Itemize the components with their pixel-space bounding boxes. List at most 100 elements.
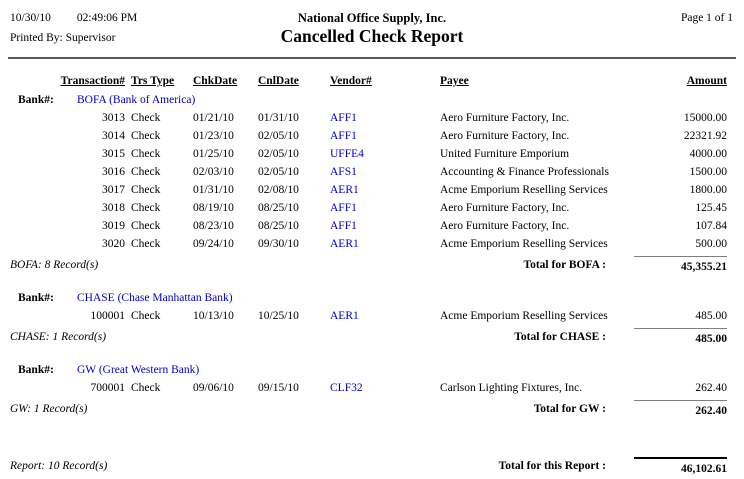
vendor-link[interactable]: AFF1: [330, 130, 357, 142]
transaction-number: 3013: [102, 112, 125, 124]
cnl-date: 02/08/10: [258, 184, 299, 196]
vendor-cell: AFF1: [320, 199, 425, 217]
chk-date: 01/31/10: [193, 184, 234, 196]
payee: Acme Emporium Reselling Services: [440, 238, 608, 250]
vendor-cell: AFF1: [320, 127, 425, 145]
check-row: 3015 Check 01/25/10 02/05/10 UFFE4 Unite…: [10, 145, 727, 163]
check-row: 700001 Check 09/06/10 09/15/10 CLF32 Car…: [10, 379, 728, 397]
bank-total-label: Total for CHASE :: [514, 331, 606, 343]
vendor-link[interactable]: AFF1: [330, 112, 357, 124]
amount: 22321.92: [683, 130, 727, 142]
report-record-count: Report: 10 Record(s): [10, 460, 108, 472]
transaction-number: 3015: [102, 148, 125, 160]
trs-type: Check: [131, 184, 161, 196]
chk-date: 01/25/10: [193, 148, 234, 160]
chk-date: 09/06/10: [193, 382, 234, 394]
amount: 485.00: [695, 310, 727, 322]
col-header-cnl-date: CnlDate: [258, 75, 299, 87]
bank-section: Bank#: CHASE (Chase Manhattan Bank) 10000…: [10, 289, 727, 348]
cnl-date: 02/05/10: [258, 148, 299, 160]
chk-date: 08/19/10: [193, 202, 234, 214]
payee: United Furniture Emporium: [440, 148, 570, 160]
col-header-vendor: Vendor#: [330, 75, 372, 87]
bank-footer-row: CHASE: 1 Record(s) Total for CHASE : 485…: [10, 328, 727, 348]
bank-footer-row: GW: 1 Record(s) Total for GW : 262.40: [10, 400, 727, 420]
trs-type: Check: [131, 382, 161, 394]
check-row: 3016 Check 02/03/10 02/05/10 AFS1 Accoun…: [10, 163, 727, 181]
payee: Aero Furniture Factory, Inc.: [440, 202, 570, 214]
transaction-number: 100001: [90, 310, 126, 322]
col-header-transaction: Transaction#: [60, 75, 125, 87]
chk-date: 09/24/10: [193, 238, 234, 250]
bank-name-link[interactable]: BOFA (Bank of America): [77, 94, 196, 106]
vendor-cell: AFF1: [320, 109, 425, 127]
bank-number-label: Bank#:: [18, 94, 54, 106]
report-footer: Report: 10 Record(s) Total for this Repo…: [0, 457, 744, 479]
vendor-cell: CLF32: [320, 379, 425, 397]
check-row: 3014 Check 01/23/10 02/05/10 AFF1 Aero F…: [10, 127, 727, 145]
col-header-trs-type: Trs Type: [131, 75, 175, 87]
chk-date: 01/21/10: [193, 112, 234, 124]
amount: 125.45: [695, 202, 727, 214]
bank-total-label: Total for BOFA :: [523, 259, 606, 271]
trs-type: Check: [131, 202, 161, 214]
chk-date: 01/23/10: [193, 130, 234, 142]
chk-date: 02/03/10: [193, 166, 234, 178]
printed-by-label: Printed By:: [10, 32, 63, 44]
bank-number-label: Bank#:: [18, 292, 54, 304]
amount: 500.00: [695, 238, 727, 250]
vendor-cell: UFFE4: [320, 145, 425, 163]
amount: 4000.00: [689, 148, 727, 160]
amount: 1500.00: [689, 166, 727, 178]
print-datetime: 10/30/10 02:49:06 PM: [10, 8, 137, 28]
cnl-date: 08/25/10: [258, 220, 299, 232]
bank-name-link[interactable]: GW (Great Western Bank): [77, 364, 200, 376]
trs-type: Check: [131, 238, 161, 250]
vendor-link[interactable]: AER1: [330, 310, 359, 322]
transaction-number: 700001: [90, 382, 126, 394]
vendor-link[interactable]: AER1: [330, 184, 359, 196]
vendor-link[interactable]: AFS1: [330, 166, 357, 178]
amount: 262.40: [695, 382, 727, 394]
vendor-cell: AER1: [320, 307, 425, 325]
col-header-payee: Payee: [440, 75, 469, 87]
bank-section: Bank#: BOFA (Bank of America) 3013 Check …: [10, 91, 727, 276]
report-table: Transaction# Trs Type ChkDate CnlDate Ve…: [0, 73, 744, 420]
bank-header-row: Bank#: GW (Great Western Bank): [10, 361, 727, 379]
check-row: 100001 Check 10/13/10 10/25/10 AER1 Acme…: [10, 307, 728, 325]
amount: 107.84: [695, 220, 727, 232]
bank-name-link[interactable]: CHASE (Chase Manhattan Bank): [77, 292, 233, 304]
col-header-chk-date: ChkDate: [193, 75, 238, 87]
payee: Aero Furniture Factory, Inc.: [440, 112, 570, 124]
cnl-date: 02/05/10: [258, 130, 299, 142]
vendor-link[interactable]: AFF1: [330, 202, 357, 214]
cnl-date: 09/15/10: [258, 382, 299, 394]
vendor-cell: AER1: [320, 235, 425, 253]
trs-type: Check: [131, 166, 161, 178]
bank-rows: 3013 Check 01/21/10 01/31/10 AFF1 Aero F…: [10, 109, 727, 253]
bank-header-row: Bank#: CHASE (Chase Manhattan Bank): [10, 289, 727, 307]
table-header-row: Transaction# Trs Type ChkDate CnlDate Ve…: [10, 73, 727, 91]
vendor-link[interactable]: AFF1: [330, 220, 357, 232]
vendor-cell: AFS1: [320, 163, 425, 181]
bank-record-count: GW: 1 Record(s): [10, 403, 88, 415]
trs-type: Check: [131, 112, 161, 124]
transaction-number: 3019: [102, 220, 125, 232]
vendor-link[interactable]: UFFE4: [330, 148, 364, 160]
bank-record-count: BOFA: 8 Record(s): [10, 259, 99, 271]
cnl-date: 09/30/10: [258, 238, 299, 250]
cnl-date: 10/25/10: [258, 310, 299, 322]
bank-total-amount: 485.00: [620, 328, 727, 348]
payee: Acme Emporium Reselling Services: [440, 184, 608, 196]
vendor-link[interactable]: AER1: [330, 238, 359, 250]
vendor-link[interactable]: CLF32: [330, 382, 363, 394]
bank-footer-row: BOFA: 8 Record(s) Total for BOFA : 45,35…: [10, 256, 727, 276]
print-date: 10/30/10: [10, 12, 51, 24]
vendor-cell: AER1: [320, 181, 425, 199]
cnl-date: 02/05/10: [258, 166, 299, 178]
bank-total-label: Total for GW :: [533, 403, 606, 415]
payee: Acme Emporium Reselling Services: [440, 310, 608, 322]
transaction-number: 3016: [102, 166, 125, 178]
check-row: 3013 Check 01/21/10 01/31/10 AFF1 Aero F…: [10, 109, 727, 127]
